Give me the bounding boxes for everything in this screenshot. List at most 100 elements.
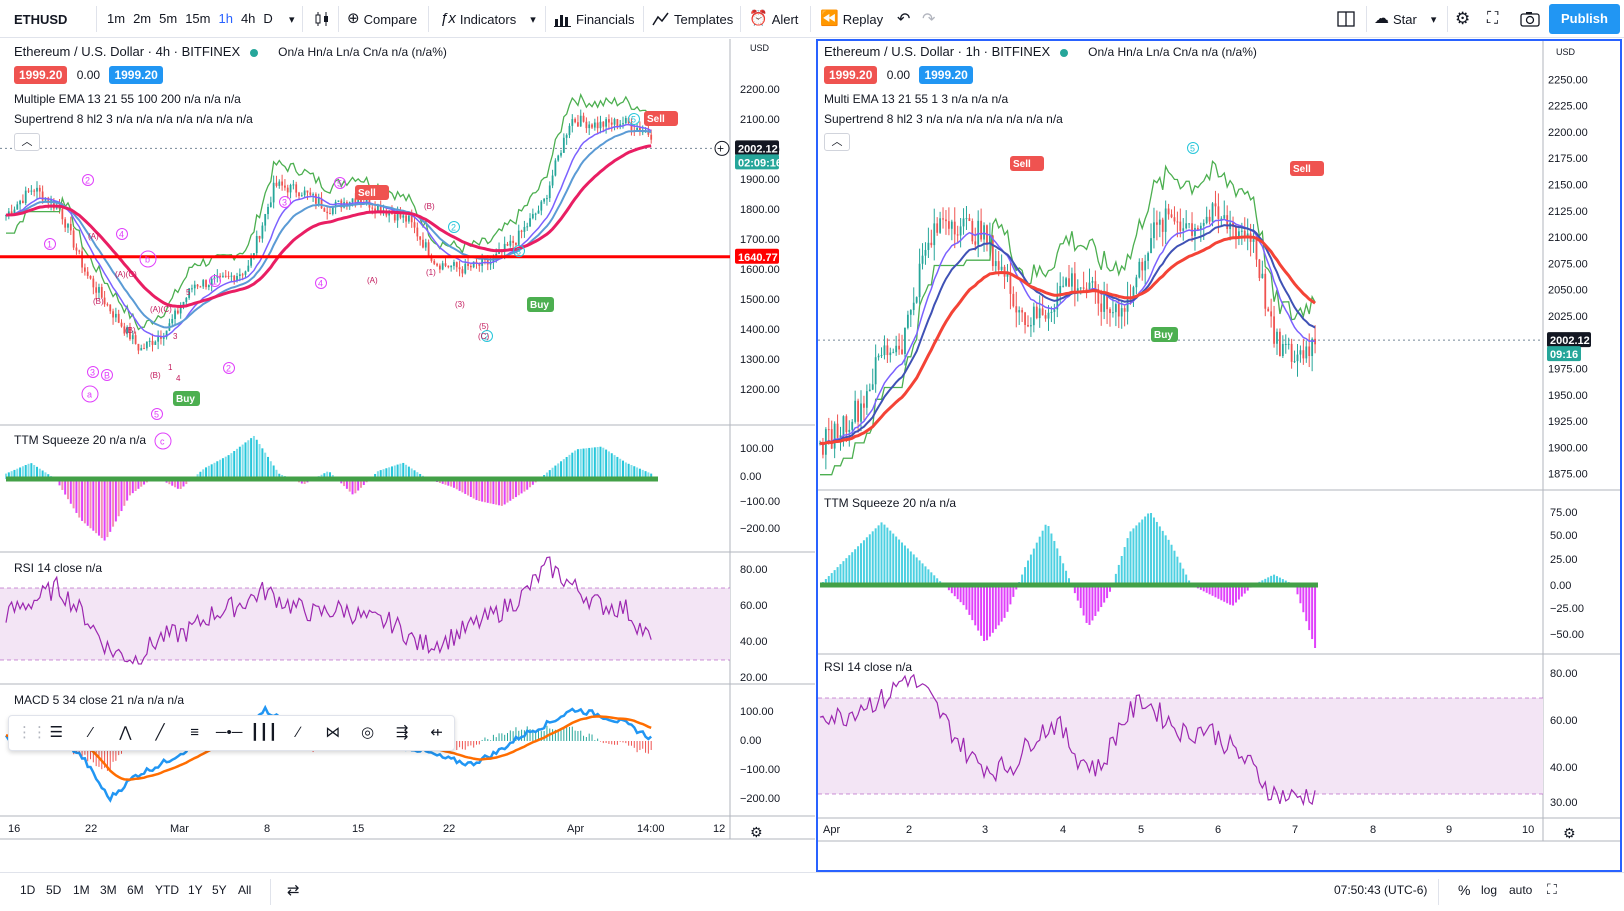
candle-body xyxy=(171,318,174,324)
squeeze-legend[interactable]: TTM Squeeze 20 n/a n/a xyxy=(824,496,957,510)
chart-canvas-right[interactable]: 2250.00 2225.00 2200.00 2175.00 2150.00 2125.… xyxy=(818,41,1620,870)
fib-spiral-icon[interactable]: ◎ xyxy=(360,724,375,741)
snapshot-button[interactable] xyxy=(1520,0,1540,38)
candle-body xyxy=(13,209,16,214)
add-alert-plus-icon[interactable] xyxy=(714,140,730,156)
range-1D[interactable]: 1D xyxy=(20,883,36,897)
line-style-icon[interactable]: ☰ xyxy=(49,724,64,741)
candle-body xyxy=(1073,273,1076,293)
supertrend-indicator-legend[interactable]: Supertrend 8 hl2 3 n/a n/a n/a n/a n/a n… xyxy=(14,112,253,126)
chart-type-button[interactable] xyxy=(313,0,331,38)
interval-5m[interactable]: 5m xyxy=(159,11,178,26)
symbol-search[interactable]: ETHUSD xyxy=(14,0,67,38)
wave-label-circle xyxy=(44,238,56,250)
candle-body xyxy=(1226,215,1229,230)
chart-panel-right[interactable]: 2250.00 2225.00 2200.00 2175.00 2150.00 2125.… xyxy=(816,39,1622,872)
candle-body xyxy=(275,182,278,186)
squeeze-legend[interactable]: TTM Squeeze 20 n/a n/a xyxy=(14,433,147,447)
interval-15m[interactable]: 15m xyxy=(185,11,211,26)
price-range-icon[interactable]: ⇷ xyxy=(430,724,443,741)
range-5D[interactable]: 5D xyxy=(46,883,62,897)
horizontal-line-icon[interactable]: ─•─ xyxy=(215,724,243,741)
range-1M[interactable]: 1M xyxy=(73,883,90,897)
buy-price-badge[interactable]: 1999.20 xyxy=(919,66,973,84)
layout-button[interactable] xyxy=(1337,0,1355,38)
candle-body xyxy=(927,242,930,250)
range-6M[interactable]: 6M xyxy=(127,883,144,897)
alert-button[interactable]: ⏰ Alert xyxy=(749,0,798,38)
financials-button[interactable]: Financials xyxy=(554,0,635,38)
templates-button[interactable]: Templates xyxy=(652,0,733,38)
range-1Y[interactable]: 1Y xyxy=(188,883,203,897)
range-5Y[interactable]: 5Y xyxy=(212,883,227,897)
interval-4h[interactable]: 4h xyxy=(240,11,256,26)
interval-1m[interactable]: 1m xyxy=(107,11,126,26)
candle-body xyxy=(1173,217,1176,222)
star-button[interactable]: ☁ Star ▾ xyxy=(1374,0,1436,38)
wave-label: 1 xyxy=(212,277,217,287)
compare-button[interactable]: ⊕ Compare xyxy=(347,0,417,38)
collapse-legend-button[interactable]: ︿ xyxy=(824,133,850,151)
candle-body xyxy=(81,251,83,268)
parallel-channel-icon[interactable]: ≡ xyxy=(190,724,199,741)
ema-indicator-legend[interactable]: Multi EMA 13 21 55 1 3 n/a n/a n/a xyxy=(824,92,1009,106)
elliott-impulse-icon[interactable]: ⁄ xyxy=(89,724,93,741)
spread-value: 0.00 xyxy=(886,68,911,82)
wave-count-text: (B) xyxy=(125,326,136,335)
collapse-legend-button[interactable]: ︿ xyxy=(14,133,40,151)
range-3M[interactable]: 3M xyxy=(100,883,117,897)
interval-2m[interactable]: 2m xyxy=(133,11,152,26)
redo-icon[interactable]: ↷ xyxy=(922,11,936,28)
interval-1h[interactable]: 1h xyxy=(218,11,233,26)
wave-label-circle xyxy=(139,250,157,268)
wave-label: 2 xyxy=(451,223,456,233)
buy-price-badge[interactable]: 1999.20 xyxy=(109,66,163,84)
interval-dropdown-icon[interactable]: ▾ xyxy=(289,13,295,26)
vertical-lines-icon[interactable]: ┃┃┃ xyxy=(250,724,278,741)
chart-canvas-left[interactable]: 2200.002100.002000.001900.001800.001700.… xyxy=(0,39,815,872)
macd-legend[interactable]: MACD 5 34 close 21 n/a n/a n/a xyxy=(14,693,185,707)
timezone-clock[interactable]: 07:50:43 (UTC-6) xyxy=(1334,883,1428,897)
publish-button[interactable]: Publish xyxy=(1549,4,1620,34)
go-to-date-icon[interactable]: ⇄ xyxy=(287,882,300,899)
rsi-legend[interactable]: RSI 14 close n/a xyxy=(14,561,103,575)
candle-body xyxy=(886,345,889,356)
supertrend-indicator-legend[interactable]: Supertrend 8 hl2 3 n/a n/a n/a n/a n/a n… xyxy=(824,112,1063,126)
percent-scale-toggle[interactable]: % xyxy=(1458,882,1471,898)
candle-body xyxy=(145,341,148,349)
divider xyxy=(302,6,303,32)
price-axis-label: 2175.00 xyxy=(1548,153,1588,165)
ema-indicator-legend[interactable]: Multiple EMA 13 21 55 100 200 n/a n/a n/… xyxy=(14,92,241,106)
ray-icon[interactable]: ∕ xyxy=(297,724,300,741)
countdown-tag: 09:16 xyxy=(1550,349,1578,361)
interval-D[interactable]: D xyxy=(263,11,273,26)
settings-gear-icon[interactable]: ⚙ xyxy=(1455,9,1471,28)
indicators-button[interactable]: ƒx Indicators ▾ xyxy=(440,0,536,38)
xabcd-pattern-icon[interactable]: ⋈ xyxy=(325,724,341,741)
time-axis-label: Apr xyxy=(567,823,584,835)
candle-body xyxy=(639,127,641,132)
fullscreen-icon[interactable]: ⛶ xyxy=(1487,10,1499,27)
sell-price-badge[interactable]: 1999.20 xyxy=(14,66,68,84)
rsi-legend[interactable]: RSI 14 close n/a xyxy=(824,660,913,674)
auto-scale-toggle[interactable]: auto xyxy=(1509,883,1533,897)
candle-body xyxy=(148,340,151,342)
elliott-correction-icon[interactable]: ⋀ xyxy=(119,724,132,741)
log-scale-toggle[interactable]: log xyxy=(1481,883,1498,897)
candle-body xyxy=(123,326,126,334)
trend-line-icon[interactable]: ╱ xyxy=(155,724,165,741)
sell-price-badge[interactable]: 1999.20 xyxy=(824,66,878,84)
divider xyxy=(96,6,97,32)
candle-body xyxy=(833,423,836,449)
range-All[interactable]: All xyxy=(238,883,252,897)
chart-panel-left[interactable]: 2200.002100.002000.001900.001800.001700.… xyxy=(0,39,815,872)
rsi-axis-label: 80.00 xyxy=(1550,668,1578,680)
wave-label: 5 xyxy=(154,410,159,420)
financials-label: Financials xyxy=(576,11,635,27)
wave-label: 4 xyxy=(318,279,323,289)
date-range-icon[interactable]: ⇶ xyxy=(395,724,409,741)
replay-button[interactable]: ⏪ Replay xyxy=(820,0,883,38)
undo-icon[interactable]: ↶ xyxy=(897,11,911,28)
fullscreen-icon[interactable]: ⛶ xyxy=(1547,881,1557,897)
range-YTD[interactable]: YTD xyxy=(155,883,179,897)
